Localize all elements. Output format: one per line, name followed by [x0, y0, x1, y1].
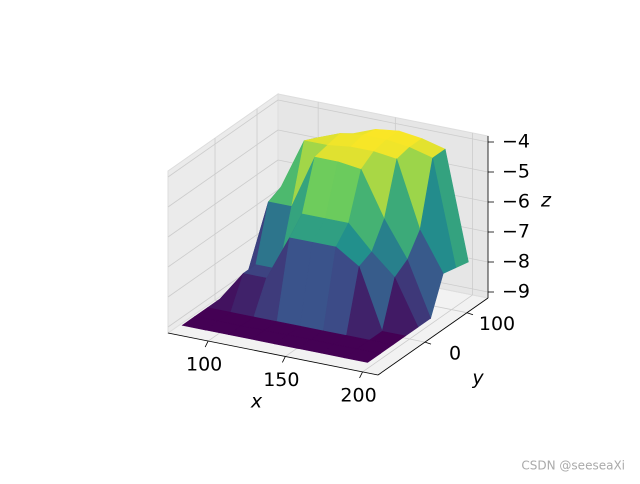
z-tick-label: −6	[502, 191, 530, 213]
z-tick-label: −5	[502, 161, 530, 183]
x-tick-label: 150	[263, 369, 299, 391]
grid-line	[362, 294, 473, 373]
surface-patch	[343, 348, 381, 363]
tick-mark	[204, 340, 209, 348]
tick-mark	[359, 371, 363, 379]
grid-line	[167, 99, 279, 178]
y-tick-label: 100	[479, 313, 515, 335]
y-axis	[377, 297, 489, 376]
grid-line	[167, 129, 279, 208]
tick-mark	[424, 341, 432, 345]
z-tick-label: −7	[502, 221, 530, 243]
x-tick-label: 100	[186, 354, 222, 376]
y-axis-label: y	[471, 367, 484, 389]
x-tick-label: 200	[340, 384, 376, 406]
grid-line	[277, 99, 489, 143]
grid-line	[167, 159, 279, 238]
z-tick-label: −9	[502, 281, 530, 303]
y-tick-label: 0	[449, 343, 461, 365]
z-tick-label: −8	[502, 251, 530, 273]
x-axis-label: x	[250, 390, 263, 412]
z-axis-label: z	[540, 189, 552, 211]
z-tick-label: −4	[502, 131, 530, 153]
grid-line	[167, 189, 279, 268]
tick-mark	[466, 312, 474, 316]
watermark: CSDN @seeseaXi	[521, 459, 625, 473]
tick-mark	[281, 356, 286, 363]
x-axis	[167, 332, 379, 376]
